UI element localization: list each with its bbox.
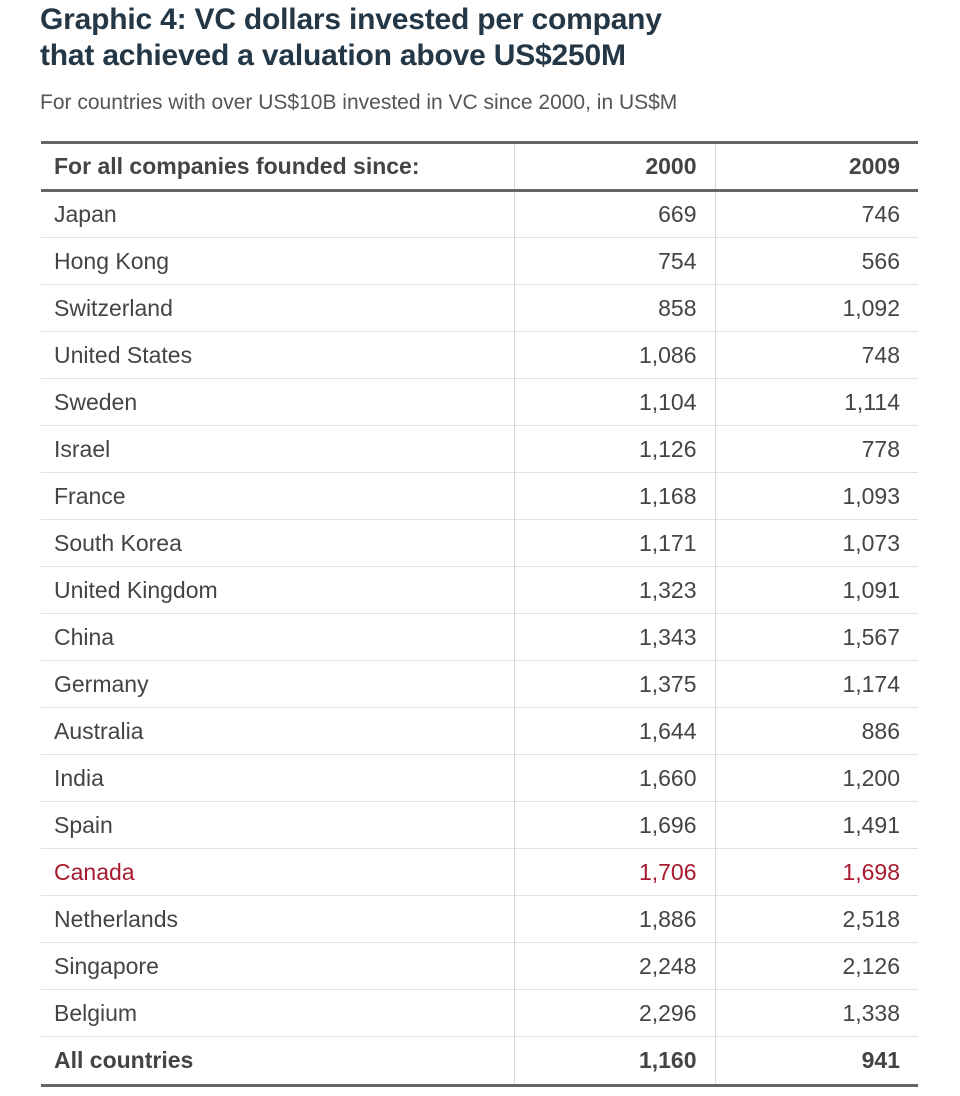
- table-row: Israel 1,126 778: [41, 425, 918, 473]
- country-cell: Australia: [41, 707, 515, 755]
- value-2000-cell: 669: [514, 190, 716, 238]
- value-2009-cell: 2,518: [842, 905, 900, 932]
- value-2009-cell: 1,114: [844, 388, 900, 415]
- total-label: All countries: [41, 1036, 515, 1086]
- table-header-row: For all companies founded since: 2000 20…: [41, 142, 918, 191]
- table-row: United Kingdom 1,323 1,091: [41, 566, 918, 614]
- country-cell: Japan: [41, 190, 515, 238]
- country-cell: Hong Kong: [41, 237, 515, 285]
- table-row: Singapore 2,248 2,126: [41, 942, 918, 990]
- column-header-country: For all companies founded since:: [41, 142, 515, 191]
- total-value-2009: 941: [861, 1047, 900, 1073]
- table-row: Netherlands 1,886 2,518: [41, 895, 918, 943]
- value-2009-cell: 1,092: [842, 294, 900, 321]
- country-cell: United States: [41, 331, 515, 379]
- value-2009-cell: 748: [861, 341, 900, 368]
- value-2009-cell: 1,174: [842, 670, 900, 697]
- total-value-2000: 1,160: [514, 1036, 716, 1086]
- table-row: Australia 1,644 886: [41, 707, 918, 755]
- value-2009-cell: 1,567: [842, 623, 900, 650]
- value-2009-cell: 2,126: [842, 952, 900, 979]
- value-2009-cell: 746: [861, 201, 900, 227]
- value-2009-cell: 1,491: [842, 811, 900, 838]
- vc-investment-table: For all companies founded since: 2000 20…: [41, 141, 918, 1087]
- value-2000-cell: 1,660: [514, 754, 716, 802]
- country-cell: United Kingdom: [41, 566, 515, 614]
- title-line-2: that achieved a valuation above US$250M: [40, 39, 626, 72]
- value-2000-cell: 1,343: [514, 613, 716, 661]
- value-2000-cell: 1,104: [514, 378, 716, 426]
- value-2000-cell: 1,323: [514, 566, 716, 614]
- value-2009-cell: 1,338: [842, 999, 900, 1026]
- country-cell: Switzerland: [41, 284, 515, 332]
- value-2000-cell: 858: [514, 284, 716, 332]
- country-cell: Sweden: [41, 378, 515, 426]
- chart-title: Graphic 4: VC dollars invested per compa…: [40, 2, 920, 74]
- country-cell: Israel: [41, 425, 515, 473]
- country-cell: South Korea: [41, 519, 515, 567]
- value-2000-cell: 1,644: [514, 707, 716, 755]
- country-cell: Germany: [41, 660, 515, 708]
- table-body: Japan 669 746 Hong Kong 754 566 Switzerland 858…: [41, 190, 918, 1037]
- value-2009-cell: 1,091: [842, 576, 900, 603]
- value-2009-cell: 1,073: [842, 529, 900, 556]
- value-2000-cell: 1,696: [514, 801, 716, 849]
- table-row: Belgium 2,296 1,338: [41, 989, 918, 1037]
- table-row: South Korea 1,171 1,073: [41, 519, 918, 567]
- value-2009-cell: 1,200: [842, 764, 900, 791]
- country-cell: Belgium: [41, 989, 515, 1037]
- value-2000-cell: 2,296: [514, 989, 716, 1037]
- column-header-2009: 2009: [848, 153, 900, 179]
- table-row: Japan 669 746: [41, 190, 918, 238]
- table-row: China 1,343 1,567: [41, 613, 918, 661]
- value-2009-cell: 1,698: [842, 858, 900, 885]
- table-row: Spain 1,696 1,491: [41, 801, 918, 849]
- country-cell: Spain: [41, 801, 515, 849]
- value-2009-cell: 1,093: [842, 482, 900, 509]
- country-cell: India: [41, 754, 515, 802]
- table-row: Germany 1,375 1,174: [41, 660, 918, 708]
- table-row: France 1,168 1,093: [41, 472, 918, 520]
- column-header-2000: 2000: [514, 142, 716, 191]
- value-2009-cell: 778: [861, 435, 900, 462]
- country-cell: Singapore: [41, 942, 515, 990]
- table-row: Sweden 1,104 1,114: [41, 378, 918, 426]
- value-2000-cell: 1,706: [514, 848, 716, 896]
- country-cell: Netherlands: [41, 895, 515, 943]
- value-2000-cell: 754: [514, 237, 716, 285]
- value-2000-cell: 2,248: [514, 942, 716, 990]
- value-2000-cell: 1,126: [514, 425, 716, 473]
- country-cell: China: [41, 613, 515, 661]
- value-2000-cell: 1,168: [514, 472, 716, 520]
- table-row: Hong Kong 754 566: [41, 237, 918, 285]
- table-row: Switzerland 858 1,092: [41, 284, 918, 332]
- table-row: India 1,660 1,200: [41, 754, 918, 802]
- chart-subtitle: For countries with over US$10B invested …: [40, 91, 678, 114]
- title-line-1: Graphic 4: VC dollars invested per compa…: [40, 3, 662, 36]
- value-2009-cell: 566: [861, 247, 900, 274]
- value-2000-cell: 1,086: [514, 331, 716, 379]
- table-row: Canada 1,706 1,698: [41, 848, 918, 896]
- country-cell: France: [41, 472, 515, 520]
- value-2009-cell: 886: [861, 717, 900, 744]
- value-2000-cell: 1,171: [514, 519, 716, 567]
- value-2000-cell: 1,886: [514, 895, 716, 943]
- total-row: All countries 1,160 941: [41, 1036, 918, 1086]
- country-cell: Canada: [41, 848, 515, 896]
- value-2000-cell: 1,375: [514, 660, 716, 708]
- table-row: United States 1,086 748: [41, 331, 918, 379]
